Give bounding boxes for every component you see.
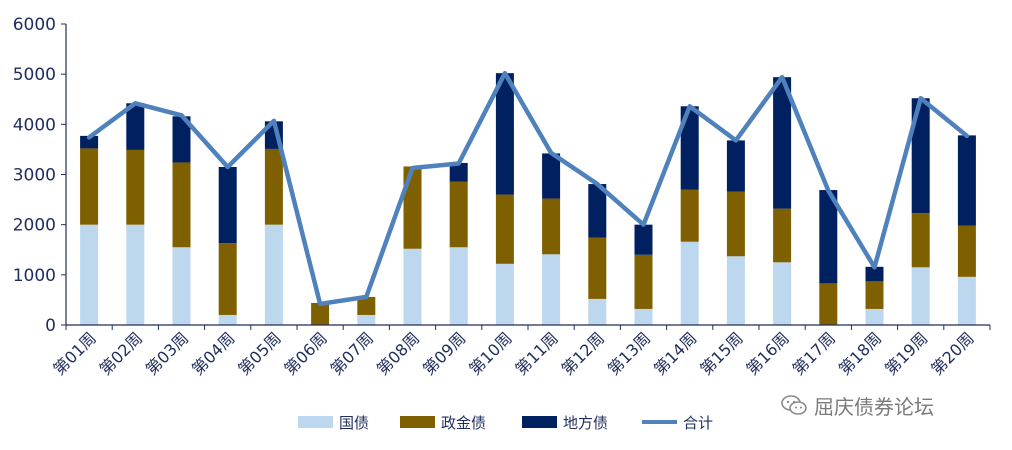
watermark: 屈庆债券论坛: [780, 392, 934, 419]
bar-segment-2: [357, 296, 376, 315]
bar-segment-2: [588, 237, 607, 299]
bar-segment-2: [773, 208, 792, 263]
x-tick-label: 第19周: [881, 328, 931, 378]
bar-segment-2: [726, 191, 745, 257]
watermark-text: 屈庆债券论坛: [814, 394, 934, 419]
bar-segment-1: [449, 247, 468, 325]
bar-segment-1: [773, 262, 792, 325]
bar-segment-3: [726, 140, 745, 192]
x-tick-label: 第01周: [49, 328, 99, 378]
bar-segment-3: [588, 184, 607, 238]
y-tick-label: 3000: [13, 166, 56, 186]
x-tick-label: 第18周: [835, 328, 885, 378]
x-tick-label: 第09周: [419, 328, 469, 378]
bar-segment-2: [634, 254, 653, 309]
bar-segment-1: [218, 314, 237, 325]
bar-segment-1: [403, 248, 422, 325]
bar-segment-3: [542, 153, 561, 199]
bar-segment-2: [80, 148, 99, 225]
x-tick-label: 第17周: [789, 328, 839, 378]
legend-swatch: [400, 416, 435, 428]
x-tick-label: 第15周: [696, 328, 746, 378]
bar-segment-3: [495, 73, 514, 195]
x-tick-label: 第05周: [234, 328, 284, 378]
bar-segment-3: [865, 266, 884, 282]
x-tick-label: 第06周: [280, 328, 330, 378]
x-tick-label: 第12周: [558, 328, 608, 378]
x-tick-label: 第13周: [604, 328, 654, 378]
bar-segment-1: [264, 224, 283, 325]
y-tick-label: 2000: [13, 216, 56, 236]
x-tick-label: 第03周: [142, 328, 192, 378]
bar-segment-3: [819, 190, 838, 284]
bar-segment-2: [264, 148, 283, 225]
y-tick-label: 5000: [13, 65, 56, 85]
y-tick-label: 4000: [13, 115, 56, 135]
x-tick-label: 第14周: [650, 328, 700, 378]
bar-segment-2: [911, 213, 930, 268]
bar-segment-2: [865, 281, 884, 309]
x-tick-label: 第10周: [465, 328, 515, 378]
y-tick-label: 6000: [13, 15, 56, 35]
bar-segment-1: [865, 308, 884, 325]
bar-segment-2: [403, 166, 422, 249]
x-tick-label: 第20周: [927, 328, 977, 378]
bar-segment-1: [588, 298, 607, 325]
bar-segment-3: [957, 135, 976, 226]
bar-segment-1: [357, 314, 376, 325]
bar-segment-1: [495, 263, 514, 325]
bar-segment-1: [726, 256, 745, 325]
wechat-icon: [781, 395, 807, 415]
bar-segment-1: [957, 276, 976, 325]
bar-segment-1: [172, 247, 191, 325]
y-tick-label: 0: [45, 316, 56, 336]
bar-segment-2: [311, 302, 330, 325]
bar-segment-2: [957, 225, 976, 277]
bar-segment-3: [172, 116, 191, 163]
bar-segment-2: [126, 149, 145, 225]
y-axis: 0 1000 2000 3000 4000 5000 6000: [13, 15, 67, 336]
x-tick-label: 第08周: [373, 328, 423, 378]
legend-label: 政金债: [441, 414, 486, 432]
legend-label: 合计: [683, 414, 713, 432]
bar-segment-1: [680, 241, 699, 325]
bars: [80, 73, 976, 325]
bar-segment-2: [819, 283, 838, 325]
x-tick-label: 第16周: [742, 328, 792, 378]
bar-segment-3: [634, 224, 653, 255]
x-tick-label: 第02周: [96, 328, 146, 378]
bar-segment-3: [449, 162, 468, 182]
bar-segment-2: [542, 198, 561, 255]
bar-segment-1: [126, 224, 145, 325]
x-tick-label: 第11周: [511, 328, 561, 378]
legend-swatch: [298, 416, 333, 428]
bar-segment-1: [542, 254, 561, 325]
bar-segment-3: [218, 166, 237, 244]
legend-label: 国债: [339, 414, 369, 432]
bar-segment-3: [680, 106, 699, 190]
bar-segment-1: [634, 308, 653, 325]
legend: 国债 政金债 地方债 合计: [298, 414, 713, 432]
bar-segment-2: [680, 189, 699, 242]
legend-swatch: [522, 416, 557, 428]
x-tick-label: 第07周: [327, 328, 377, 378]
legend-label: 地方债: [563, 414, 608, 432]
bar-segment-1: [80, 224, 99, 325]
total-line-layer: [86, 70, 970, 307]
bar-segment-3: [80, 135, 99, 149]
y-tick-label: 1000: [13, 266, 56, 286]
bar-segment-1: [911, 267, 930, 325]
x-axis: 第01周第02周第03周第04周第05周第06周第07周第08周第09周第10周…: [49, 324, 991, 379]
x-tick-label: 第04周: [188, 328, 238, 378]
bar-segment-3: [126, 103, 145, 150]
bar-segment-2: [218, 243, 237, 315]
bar-segment-3: [911, 98, 930, 214]
bar-segment-3: [773, 77, 792, 209]
total-line: [86, 70, 970, 307]
bar-segment-2: [449, 181, 468, 248]
bar-segment-2: [172, 162, 191, 248]
bar-segment-2: [495, 194, 514, 264]
